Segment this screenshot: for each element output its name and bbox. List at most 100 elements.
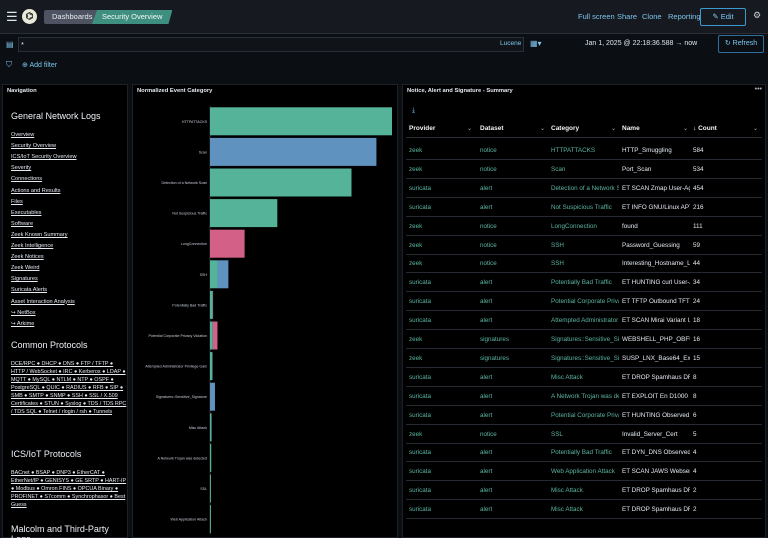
nav-link[interactable]: ICS/IoT Security Overview — [11, 154, 77, 161]
nav-link[interactable]: Files — [11, 198, 23, 205]
breadcrumb-dashboards[interactable]: Dashboards — [44, 10, 103, 24]
nav-link[interactable]: Connections — [11, 176, 43, 183]
chevron-down-icon[interactable]: ⌄ — [540, 126, 546, 132]
calendar-icon[interactable]: ▦▾ — [530, 39, 542, 48]
table-row[interactable]: suricata alert Attempted Administrator ET S… — [406, 311, 762, 331]
bar-segment[interactable] — [210, 352, 213, 381]
cell-name: ET DROP Spamhaus DROF — [622, 506, 690, 514]
chevron-down-icon[interactable]: ⌄ — [753, 126, 759, 132]
panel-title: Navigation — [7, 88, 37, 94]
category-label: HTTPATTACKS — [182, 120, 208, 124]
category-label: Scan — [199, 150, 207, 154]
chevron-down-icon[interactable]: ⌄ — [611, 126, 617, 132]
panel-options-icon[interactable]: ••• — [754, 86, 762, 93]
column-header-dataset[interactable]: Dataset — [480, 125, 504, 132]
bar-chart: HTTPATTACKS Scan Detection of a Network Sc… — [145, 106, 392, 535]
column-header-category[interactable]: Category — [551, 125, 580, 132]
nav-link[interactable]: Severity — [11, 165, 32, 172]
fullscreen-link[interactable]: Full screen — [578, 12, 615, 21]
table-row[interactable]: suricata alert Not Suspicious Traffic ET IN… — [406, 198, 762, 217]
nav-link[interactable]: Actions and Results — [11, 187, 61, 194]
saved-query-icon[interactable]: ▤ — [6, 40, 14, 49]
table-row[interactable]: suricata alert A Network Trojan was det ET … — [406, 387, 762, 406]
refresh-button[interactable]: ↻ Refresh — [718, 35, 764, 53]
nav-link[interactable]: Asset Interaction Analysis — [11, 298, 75, 305]
nav-link[interactable]: Executables — [11, 209, 42, 216]
nav-link[interactable]: Zeek Notices — [11, 254, 44, 261]
cell-category: Misc Attack — [551, 506, 583, 514]
cell-dataset: alert — [480, 411, 493, 419]
bar-segment[interactable] — [210, 474, 211, 503]
table-row[interactable]: suricata alert Detection of a Network Sc ET… — [406, 179, 762, 198]
bar-segment[interactable] — [210, 137, 377, 166]
bar-segment[interactable] — [210, 382, 215, 411]
add-filter-label: Add filter — [29, 62, 58, 69]
menu-icon[interactable]: ☰ — [6, 9, 18, 24]
table-row[interactable]: suricata alert Potentially Bad Traffic ET D… — [406, 443, 762, 463]
cell-dataset: signatures — [480, 336, 510, 343]
reporting-link[interactable]: Reporting — [668, 12, 701, 21]
bar-segment[interactable] — [210, 443, 212, 472]
table-row[interactable]: suricata alert Misc Attack ET DROP Spamhaus… — [406, 481, 762, 501]
nav-link[interactable]: Zeek Intelligence — [11, 243, 54, 249]
table-row[interactable]: zeek signatures Signatures::Sensitive_Sig W… — [406, 330, 762, 349]
nav-link[interactable]: ↪ Arkime — [11, 320, 35, 327]
cell-name: Interesting_Hostname_Lo — [622, 260, 690, 268]
column-header-name[interactable]: Name — [622, 125, 640, 132]
bar-segment[interactable] — [210, 290, 213, 319]
table-row[interactable]: zeek notice LongConnection found 111 — [406, 217, 762, 236]
bar-segment[interactable] — [210, 107, 392, 136]
count-label: Count — [698, 125, 717, 132]
ics-protocol-links[interactable]: BACnet ● BSAP ● DNP3 ● EtherCAT ● EtherN… — [11, 470, 127, 508]
table-row[interactable]: zeek notice SSH Password_Guessing 59 — [406, 236, 762, 255]
bar-segment[interactable] — [210, 229, 245, 258]
download-icon[interactable]: ⤓ — [412, 107, 416, 114]
chevron-down-icon[interactable]: ⌄ — [683, 126, 689, 132]
column-header-count[interactable]: ↓ Count — [693, 125, 717, 132]
nav-link[interactable]: Suricata Alerts — [11, 287, 48, 294]
bar-segment[interactable] — [212, 321, 218, 350]
table-row[interactable]: zeek notice SSH Interesting_Hostname_Lo 44 — [406, 254, 762, 274]
nav-link[interactable]: ↪ NetBox — [11, 309, 36, 316]
column-header-provider[interactable]: Provider — [409, 125, 436, 132]
bar-segment[interactable] — [217, 260, 229, 289]
bar-segment[interactable] — [210, 168, 352, 197]
common-protocol-links[interactable]: DCE/RPC ● DHCP ● DNS ● FTP / TFTP ● HTTP… — [11, 361, 127, 415]
category-label: Not Suspicious Traffic — [172, 212, 207, 216]
table-row[interactable]: zeek notice Scan Port_Scan 534 — [406, 160, 762, 179]
filter-icon[interactable]: ⛉ — [6, 60, 12, 69]
share-link[interactable]: Share — [617, 12, 638, 21]
table-row[interactable]: suricata alert Web Application Attack ET SC… — [406, 462, 762, 482]
bar-segment[interactable] — [210, 199, 278, 228]
nav-link[interactable]: Security Overview — [11, 143, 57, 150]
help-icon[interactable]: ⚙ — [753, 10, 762, 20]
nav-link[interactable]: Signatures — [11, 276, 38, 283]
query-language-toggle[interactable]: Lucene — [500, 40, 522, 47]
table-row[interactable]: suricata alert Potential Corporate Priva ET… — [406, 292, 762, 312]
edit-button[interactable]: ✎ Edit — [700, 8, 746, 26]
nav-link[interactable]: Overview — [11, 132, 35, 138]
table-row[interactable]: suricata alert Potential Corporate Priva ET… — [406, 406, 762, 425]
clone-link[interactable]: Clone — [642, 12, 662, 21]
table-row[interactable]: zeek notice SSL Invalid_Server_Cert 5 — [406, 425, 762, 444]
bar-segment[interactable] — [210, 413, 212, 442]
bar-segment[interactable] — [210, 321, 213, 350]
chevron-down-icon[interactable]: ⌄ — [467, 126, 473, 132]
panel-title: Normalized Event Category — [137, 88, 213, 94]
bar-segment[interactable] — [210, 260, 218, 289]
cell-dataset: alert — [480, 298, 493, 306]
table-row[interactable]: suricata alert Misc Attack ET DROP Spamhaus… — [406, 500, 762, 520]
table-row[interactable]: suricata alert Misc Attack ET DROP Spamhaus… — [406, 368, 762, 387]
table-row[interactable]: suricata alert Potentially Bad Traffic ET H… — [406, 273, 762, 293]
add-filter-button[interactable]: ⊕ Add filter — [22, 61, 57, 69]
nav-link[interactable]: Zeek Weird — [11, 265, 40, 272]
nav-link[interactable]: Software — [11, 220, 34, 227]
date-range[interactable]: Jan 1, 2025 @ 22:18:36.588 → now — [585, 40, 697, 47]
cell-name: HTTP_Smuggling — [622, 147, 672, 154]
bar-segment[interactable] — [210, 505, 211, 534]
cell-name: ET SCAN JAWS Webserve — [622, 468, 690, 476]
table-row[interactable]: zeek signatures Signatures::Sensitive_Sig S… — [406, 349, 762, 368]
table-row[interactable]: zeek notice HTTPATTACKS HTTP_Smuggling 584 — [406, 141, 762, 160]
search-input[interactable]: * — [18, 37, 524, 52]
nav-link[interactable]: Zeek Known Summary — [11, 231, 68, 238]
